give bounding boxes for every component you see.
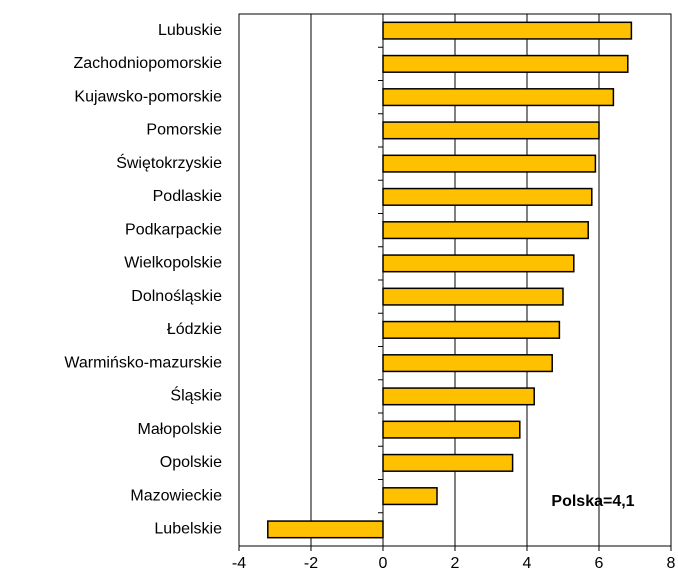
bar [382,121,600,140]
y-tick-label: Śląskie [170,386,222,405]
bar [382,254,575,273]
bar [382,88,615,107]
x-tick-label: 2 [451,555,460,572]
y-tick-label: Małopolskie [138,421,223,438]
bar [382,453,514,472]
x-tick-label: 8 [667,555,676,572]
x-tick-label: 6 [595,555,604,572]
x-tick-label: -2 [304,555,318,572]
y-tick-label: Świętokrzyskie [116,153,222,172]
y-tick-label: Kujawsko-pomorskie [74,88,222,105]
bar [382,287,564,306]
x-tick-label: 4 [523,555,532,572]
x-tick-label: -4 [232,555,246,572]
bar [382,221,589,240]
y-tick-label: Łódzkie [167,321,222,338]
y-tick-label: Warmińsko-mazurskie [64,354,222,371]
annotation: Polska=4,1 [551,493,634,510]
bar [382,354,553,373]
y-tick-label: Opolskie [160,454,222,471]
bar [382,187,593,206]
y-tick-label: Lubuskie [158,22,222,39]
y-tick-label: Pomorskie [146,122,222,139]
y-tick-label: Dolnośląskie [131,288,222,305]
bar [267,520,384,539]
bar [382,54,629,73]
bar [382,487,438,506]
y-tick-label: Mazowieckie [130,487,222,504]
bar [382,154,597,173]
y-tick-label: Zachodniopomorskie [73,55,222,72]
y-tick-label: Podlaskie [153,188,222,205]
bar [382,387,535,406]
bar [382,21,633,40]
x-tick-label: 0 [379,555,388,572]
bar [382,420,521,439]
y-tick-label: Lubelskie [154,521,222,538]
y-tick-label: Podkarpackie [125,221,222,238]
bar [382,320,561,339]
y-tick-label: Wielkopolskie [124,255,222,272]
